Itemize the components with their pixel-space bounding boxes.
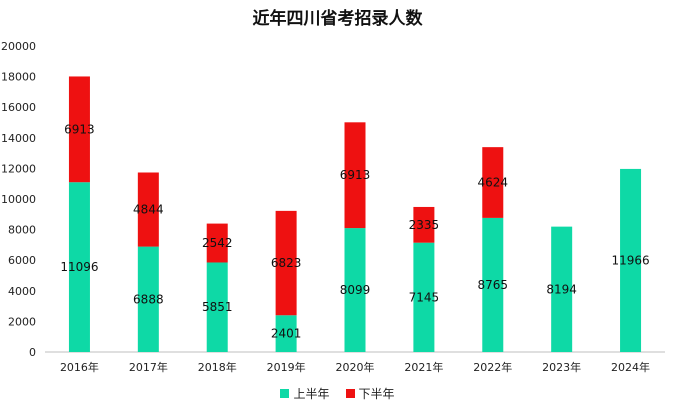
data-label: 6913 (340, 168, 371, 182)
y-tick-label: 16000 (1, 101, 36, 114)
bar-second-half (344, 122, 366, 229)
data-label: 6913 (64, 122, 95, 136)
x-tick-label: 2019年 (267, 360, 306, 374)
y-tick-label: 20000 (1, 40, 36, 53)
bar-first-half (344, 228, 366, 352)
data-label: 8194 (546, 282, 577, 296)
x-tick-label: 2020年 (336, 360, 375, 374)
legend-item-second-half: 下半年 (345, 385, 395, 402)
y-tick-label: 8000 (8, 224, 36, 237)
y-tick-label: 6000 (8, 254, 36, 267)
bars (68, 76, 642, 352)
legend: 上半年 下半年 (0, 385, 675, 402)
data-label: 2335 (409, 218, 440, 232)
data-label: 11096 (60, 260, 98, 274)
data-label: 2401 (271, 327, 302, 341)
y-tick-label: 4000 (8, 285, 36, 298)
bar-first-half (413, 242, 435, 352)
bar-first-half (68, 182, 90, 352)
bar-first-half (206, 262, 228, 352)
y-tick-label: 10000 (1, 193, 36, 206)
data-label: 8765 (478, 278, 509, 292)
legend-swatch (345, 389, 355, 398)
x-tick-label: 2023年 (542, 360, 581, 374)
data-label: 4624 (478, 176, 509, 190)
legend-swatch (280, 389, 290, 398)
bar-second-half (206, 223, 228, 263)
x-tick-label: 2018年 (198, 360, 237, 374)
x-tick-label: 2016年 (60, 360, 99, 374)
y-tick-label: 2000 (8, 315, 36, 328)
y-tick-label: 0 (29, 346, 36, 359)
legend-label: 下半年 (358, 387, 395, 401)
bar-first-half (137, 246, 159, 352)
bar-first-half (620, 168, 642, 352)
bar-second-half (413, 206, 435, 243)
y-tick-label: 12000 (1, 162, 36, 175)
bar-second-half (482, 147, 504, 218)
bar-first-half (275, 315, 297, 352)
bar-first-half (551, 226, 573, 352)
axes: 0 2000 4000 6000 8000 10000 12000 14000 16000 180… (1, 40, 665, 374)
data-label: 2542 (202, 236, 233, 250)
bar-second-half (137, 172, 159, 247)
bar-second-half (68, 76, 90, 183)
legend-label: 上半年 (293, 387, 330, 401)
data-label: 6888 (133, 292, 164, 306)
chart-title: 近年四川省考招录人数 (252, 9, 423, 29)
data-label: 6823 (271, 256, 302, 270)
bar-second-half (275, 210, 297, 316)
data-label: 8099 (340, 283, 371, 297)
x-tick-label: 2021年 (404, 360, 443, 374)
x-tick-label: 2022年 (473, 360, 512, 374)
data-label: 11966 (611, 253, 649, 267)
x-tick-label: 2017年 (129, 360, 168, 374)
data-label: 7145 (409, 290, 440, 304)
data-labels: 11096 6913 6888 4844 5851 2542 2401 6823 8099 691… (60, 122, 649, 340)
y-tick-label: 18000 (1, 71, 36, 84)
data-label: 5851 (202, 300, 233, 314)
legend-item-first-half: 上半年 (280, 385, 330, 402)
y-tick-label: 14000 (1, 132, 36, 145)
bar-first-half (482, 217, 504, 352)
data-label: 4844 (133, 203, 164, 217)
x-tick-label: 2024年 (611, 360, 650, 374)
